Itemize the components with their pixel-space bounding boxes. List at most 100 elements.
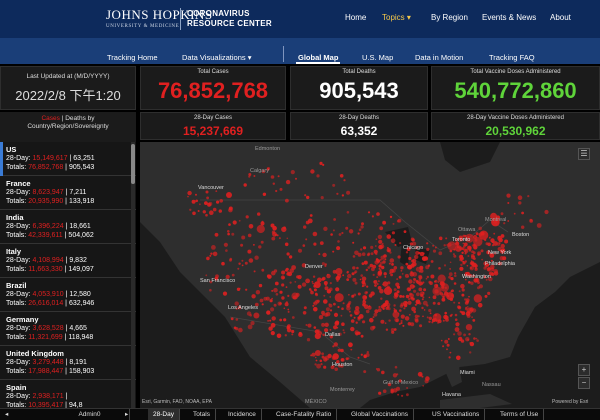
case-dot[interactable] (506, 193, 511, 198)
case-dot[interactable] (298, 332, 303, 337)
case-dot[interactable] (507, 202, 510, 204)
case-dot[interactable] (437, 302, 441, 306)
case-dot[interactable] (464, 248, 469, 254)
case-dot[interactable] (314, 333, 321, 340)
zoom-out-button[interactable]: − (578, 377, 590, 389)
case-dot[interactable] (227, 232, 230, 236)
case-dot[interactable] (209, 254, 212, 257)
case-dot[interactable] (472, 319, 476, 322)
country-entry[interactable]: India 28-Day: 6,396,224 | 18,661 Totals: 4… (0, 210, 136, 244)
case-dot[interactable] (346, 304, 350, 308)
case-dot[interactable] (271, 297, 273, 300)
case-dot[interactable] (463, 333, 466, 337)
case-dot[interactable] (461, 293, 465, 297)
case-dot[interactable] (483, 275, 487, 278)
case-dot[interactable] (440, 238, 442, 241)
nav-events-news[interactable]: Events & News (482, 13, 537, 22)
case-dot[interactable] (461, 288, 465, 292)
case-dot[interactable] (295, 177, 297, 180)
case-dot[interactable] (389, 258, 395, 263)
case-dot[interactable] (431, 318, 436, 322)
case-dot[interactable] (454, 272, 457, 275)
case-dot[interactable] (461, 247, 465, 250)
global-map[interactable]: Edmonton Calgary Vancouver San Francisco… (140, 142, 600, 408)
case-dot[interactable] (423, 309, 426, 311)
case-dot[interactable] (305, 278, 310, 284)
case-dot[interactable] (469, 341, 475, 347)
case-dot[interactable] (467, 236, 470, 239)
case-dot[interactable] (441, 293, 446, 298)
case-dot[interactable] (420, 293, 424, 297)
case-dot[interactable] (307, 218, 313, 224)
case-dot[interactable] (483, 266, 487, 270)
case-dot[interactable] (380, 319, 385, 324)
case-dot[interactable] (409, 284, 415, 289)
case-dot[interactable] (431, 321, 434, 324)
case-dot[interactable] (346, 211, 350, 214)
case-dot[interactable] (466, 306, 469, 308)
case-dot[interactable] (333, 302, 336, 306)
case-dot[interactable] (272, 182, 275, 185)
case-dot[interactable] (412, 241, 417, 246)
map-powered-by[interactable]: Powered by Esri (552, 399, 589, 405)
case-dot[interactable] (333, 218, 336, 221)
case-dot[interactable] (229, 258, 232, 262)
case-dot[interactable] (336, 361, 339, 364)
case-dot[interactable] (464, 301, 469, 305)
case-dot[interactable] (215, 190, 218, 192)
case-dot[interactable] (422, 300, 428, 306)
case-dot[interactable] (441, 297, 446, 302)
case-dot[interactable] (400, 314, 405, 319)
case-dot[interactable] (191, 199, 196, 204)
case-dot[interactable] (513, 212, 516, 215)
case-dot[interactable] (283, 318, 287, 322)
case-dot[interactable] (392, 373, 398, 378)
case-dot[interactable] (426, 275, 429, 279)
case-dot[interactable] (343, 179, 346, 182)
case-dot[interactable] (295, 292, 300, 297)
case-dot[interactable] (355, 321, 358, 324)
case-dot[interactable] (428, 316, 432, 320)
case-dot[interactable] (497, 235, 501, 239)
scroll-right-icon[interactable]: ▸ (125, 411, 129, 418)
case-dot[interactable] (195, 193, 197, 196)
case-dot[interactable] (219, 199, 223, 203)
case-dot[interactable] (414, 317, 419, 322)
case-dot[interactable] (477, 281, 480, 284)
case-dot[interactable] (316, 363, 321, 369)
jhu-logo[interactable]: JOHNS HOPKINS UNIVERSITY & MEDICINE (106, 7, 213, 29)
case-dot[interactable] (357, 232, 360, 235)
case-dot[interactable] (248, 258, 254, 263)
case-dot[interactable] (325, 311, 331, 317)
case-dot[interactable] (275, 293, 279, 296)
case-dot[interactable] (330, 233, 333, 236)
case-dot[interactable] (347, 357, 350, 360)
case-dot[interactable] (205, 190, 209, 194)
case-dot[interactable] (481, 258, 483, 261)
case-dot[interactable] (324, 322, 329, 327)
case-dot[interactable] (386, 285, 390, 289)
case-dot[interactable] (212, 207, 217, 212)
case-dot[interactable] (401, 394, 404, 397)
case-dot[interactable] (305, 238, 308, 241)
case-dot[interactable] (370, 245, 374, 249)
case-dot[interactable] (378, 244, 383, 250)
case-dot[interactable] (521, 211, 524, 215)
case-dot[interactable] (488, 236, 491, 239)
case-dot[interactable] (418, 287, 423, 292)
case-dot[interactable] (312, 275, 316, 278)
case-dot[interactable] (503, 222, 506, 225)
case-dot[interactable] (365, 309, 370, 314)
case-dot[interactable] (369, 263, 374, 268)
case-dot[interactable] (253, 244, 255, 246)
case-dot[interactable] (245, 215, 249, 219)
case-dot[interactable] (363, 354, 367, 358)
case-dot[interactable] (311, 352, 316, 357)
case-dot[interactable] (403, 303, 408, 308)
case-dot[interactable] (465, 271, 469, 275)
case-dot[interactable] (423, 288, 427, 292)
case-dot[interactable] (247, 324, 253, 330)
case-dot[interactable] (480, 249, 484, 253)
case-dot[interactable] (319, 161, 323, 165)
case-dot[interactable] (468, 281, 471, 284)
